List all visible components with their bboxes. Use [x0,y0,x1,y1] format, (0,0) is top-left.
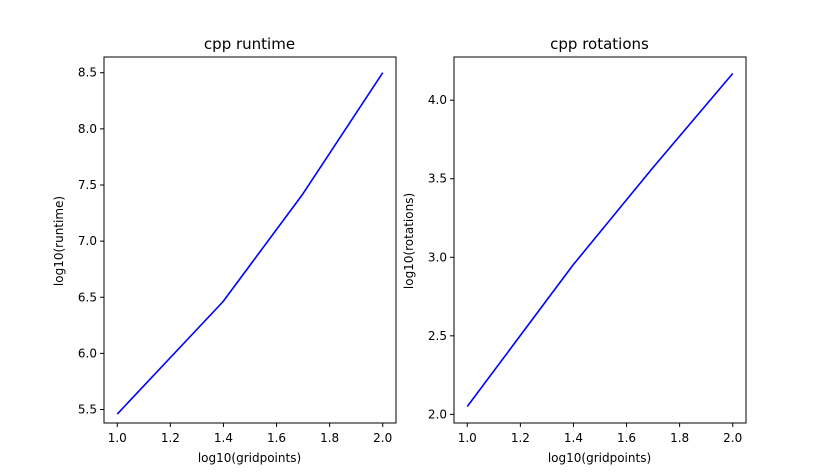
rotations-x-tick-label: 1.6 [617,431,636,445]
rotations-series-line [466,72,734,407]
runtime-x-tick-label: 1.6 [267,431,286,445]
runtime-y-tick-label: 7.0 [78,234,97,248]
rotations-x-tick-label: 2.0 [723,431,742,445]
rotations-y-tick-label: 4.0 [428,93,447,107]
runtime-y-tick-label: 8.5 [78,66,97,80]
rotations-x-tick-label: 1.4 [564,431,583,445]
rotations-y-axis-label: log10(rotations) [402,193,416,289]
runtime-y-axis-label: log10(runtime) [52,196,66,286]
runtime-plot-frame [103,56,397,424]
rotations-y-tick-label: 2.0 [428,407,447,421]
runtime-x-ticks: 1.0 1.2 1.4 1.6 1.8 2.0 [108,423,392,445]
runtime-chart-title: cpp runtime [204,35,295,53]
runtime-x-tick-label: 1.2 [161,431,180,445]
runtime-x-tick-label: 1.0 [108,431,127,445]
rotations-x-axis-label: log10(gridpoints) [548,451,651,465]
rotations-plot-frame [453,56,747,424]
runtime-y-tick-label: 7.5 [78,178,97,192]
runtime-x-tick-label: 2.0 [373,431,392,445]
runtime-y-tick-label: 5.5 [78,403,97,417]
runtime-series [116,72,384,415]
runtime-chart: cpp runtime 1.0 1.2 1.4 1.6 1.8 2.0 5.5 6.0 6.5… [52,35,397,465]
runtime-x-tick-label: 1.8 [320,431,339,445]
rotations-series [466,72,734,407]
rotations-x-tick-label: 1.2 [511,431,530,445]
runtime-y-tick-label: 8.0 [78,122,97,136]
rotations-y-tick-label: 3.0 [428,250,447,264]
runtime-y-ticks: 5.5 6.0 6.5 7.0 7.5 8.0 8.5 [78,66,104,417]
rotations-x-tick-label: 1.0 [458,431,477,445]
runtime-series-line [116,72,384,415]
runtime-x-tick-label: 1.4 [214,431,233,445]
runtime-y-tick-label: 6.0 [78,346,97,360]
rotations-y-ticks: 2.0 2.5 3.0 3.5 4.0 [428,93,454,421]
rotations-x-tick-label: 1.8 [670,431,689,445]
runtime-y-tick-label: 6.5 [78,290,97,304]
runtime-x-axis-label: log10(gridpoints) [198,451,301,465]
rotations-y-tick-label: 2.5 [428,329,447,343]
rotations-chart: cpp rotations 1.0 1.2 1.4 1.6 1.8 2.0 2.0 2.5 3… [402,35,747,465]
rotations-y-tick-label: 3.5 [428,172,447,186]
rotations-x-ticks: 1.0 1.2 1.4 1.6 1.8 2.0 [458,423,742,445]
rotations-chart-title: cpp rotations [550,35,649,53]
